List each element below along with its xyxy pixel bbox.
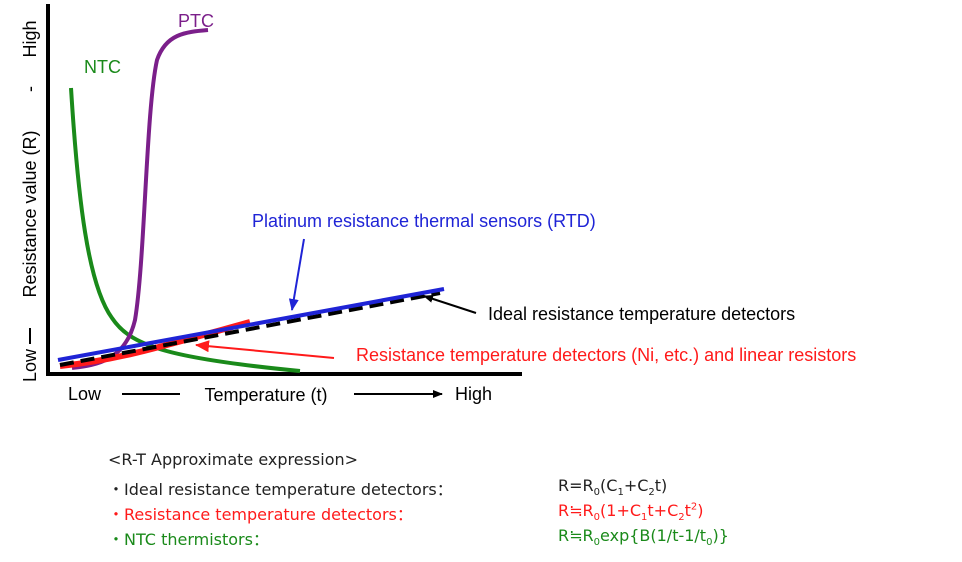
expression-row: ・NTC thermistors： R≒R0exp{B(1/t-1/t0)} — [108, 526, 928, 550]
y-axis-title: Resistance value (R) — [20, 130, 40, 297]
y-axis-low-label: Low — [20, 348, 40, 382]
ntc-label: NTC — [84, 57, 121, 77]
linear-resistor-arrow — [195, 340, 335, 359]
x-axis-high-label: High — [455, 384, 492, 404]
expression-row: ・Ideal resistance temperature detectors：… — [108, 476, 928, 500]
expression-formula: R≒R0exp{B(1/t-1/t0)} — [558, 526, 729, 549]
platinum-rtd-label: Platinum resistance thermal sensors (RTD… — [252, 211, 596, 231]
ptc-label: PTC — [178, 11, 214, 31]
expression-formula: R=R0(C1+C2t) — [558, 476, 668, 499]
x-axis-title: Temperature (t) — [204, 385, 327, 405]
expression-name: ・Ideal resistance temperature detectors： — [108, 480, 453, 499]
ptc-curve — [71, 28, 209, 370]
expression-name: ・NTC thermistors： — [108, 530, 269, 549]
expressions-heading: <R-T Approximate expression> — [108, 450, 359, 469]
x-axis-low-label: Low — [68, 384, 102, 404]
expression-row: ・Resistance temperature detectors： R≒R0(… — [108, 501, 928, 525]
ideal-rtd-line — [59, 291, 441, 367]
linear-resistor-label: Resistance temperature detectors (Ni, et… — [356, 345, 856, 365]
platinum-rtd-line — [57, 287, 445, 362]
ideal-rtd-label: Ideal resistance temperature detectors — [488, 304, 795, 324]
platinum-rtd-arrow — [288, 238, 305, 311]
expression-name: ・Resistance temperature detectors： — [108, 505, 413, 524]
y-axis-high-label: High — [20, 20, 40, 57]
expression-formula: R≒R0(1+C1t+C2t2) — [558, 501, 704, 524]
ideal-rtd-arrow — [423, 294, 477, 314]
y-axis-dash: - — [20, 86, 40, 92]
ntc-curve — [69, 87, 301, 373]
